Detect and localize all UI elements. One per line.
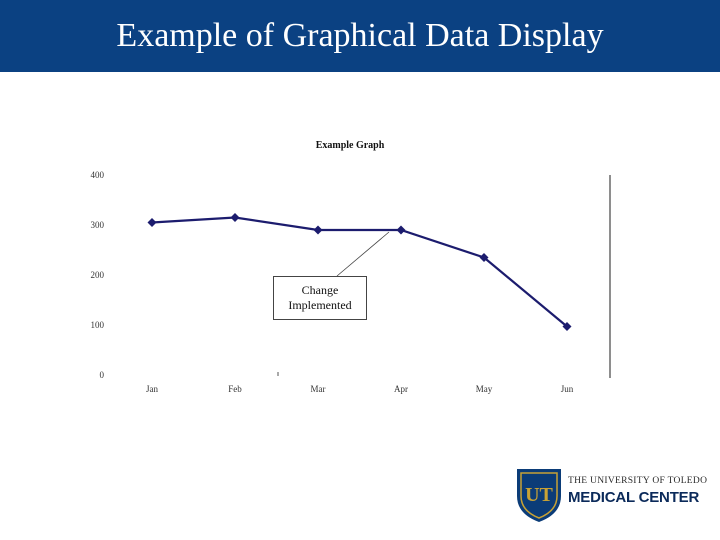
x-tick-label: Jun: [561, 384, 574, 394]
x-tick-label: Feb: [228, 384, 242, 394]
annotation-line-2: Implemented: [288, 298, 352, 312]
data-point-marker: [313, 225, 323, 235]
svg-text:UT: UT: [525, 484, 553, 506]
annotation-callout: Change Implemented: [273, 276, 367, 320]
annotation-leader-line: [336, 231, 390, 277]
logo-line-1: THE UNIVERSITY OF TOLEDO: [568, 476, 708, 486]
data-point-marker: [147, 218, 157, 227]
y-tick-label: 0: [100, 370, 105, 380]
title-bar: Example of Graphical Data Display: [0, 0, 720, 72]
series-line: [151, 216, 568, 328]
chart-title: Example Graph: [316, 140, 385, 151]
y-tick-label: 200: [91, 270, 105, 280]
slide-title: Example of Graphical Data Display: [116, 17, 604, 54]
y-tick-label: 400: [91, 170, 105, 180]
logo-line-2: MEDICAL CENTER: [568, 489, 700, 506]
x-tick-label: Apr: [394, 384, 408, 394]
x-tick-label: May: [476, 384, 493, 394]
annotation-line-1: Change: [301, 283, 339, 297]
y-tick-label: 300: [91, 220, 105, 230]
data-point-marker: [396, 225, 406, 235]
data-point-marker: [479, 253, 489, 262]
university-logo: UT THE UNIVERSITY OF TOLEDO MEDICAL CENT…: [514, 466, 707, 524]
x-tick-label: Mar: [311, 384, 326, 394]
data-point-marker: [230, 213, 240, 222]
y-tick-label: 100: [91, 320, 105, 330]
x-tick-label: Jan: [146, 384, 158, 394]
shield-icon: UT: [517, 469, 561, 522]
data-point-marker: [562, 322, 572, 331]
